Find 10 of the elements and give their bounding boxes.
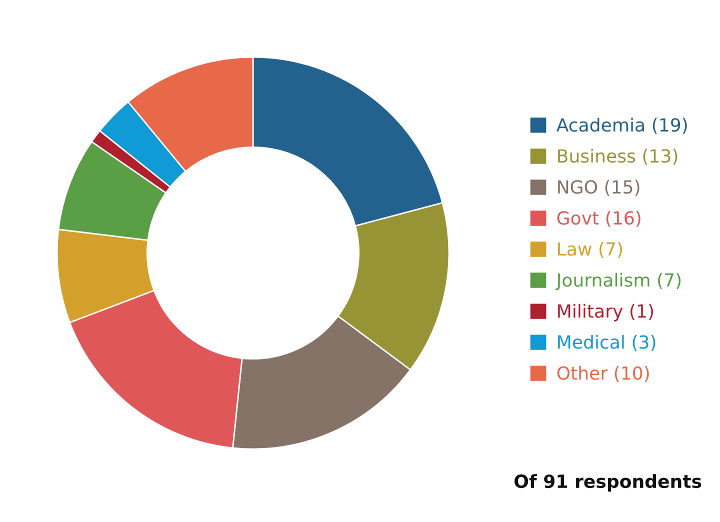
- text: Of 91 respondents: [514, 474, 702, 492]
- legend-label: Law (7): [558, 242, 622, 258]
- legend-label: Journalism (7): [555, 272, 681, 290]
- legend-label: Business (13): [558, 148, 678, 165]
- legend-label: Govt (16): [557, 210, 640, 227]
- legend-label: NGO (15): [558, 180, 640, 196]
- legend-label: Other (10): [557, 366, 649, 382]
- legend-label: Medical (3): [558, 334, 656, 351]
- legend-label: Academia (19): [556, 118, 687, 134]
- legend-label: Military (1): [558, 304, 653, 322]
